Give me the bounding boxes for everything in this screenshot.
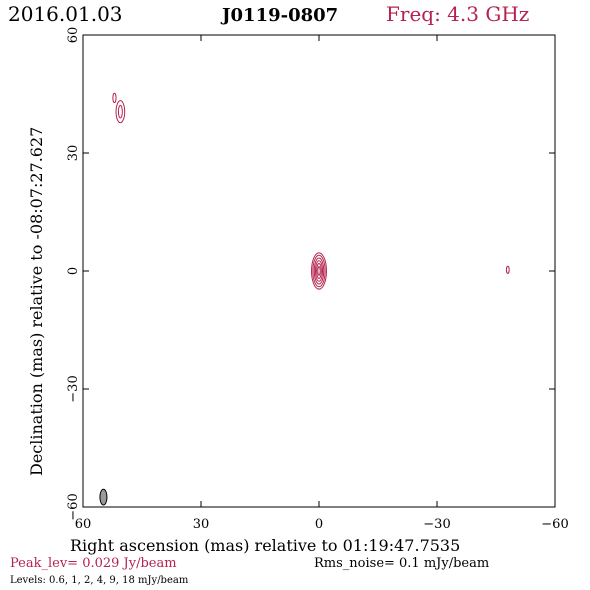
contour-ring bbox=[312, 254, 326, 288]
x-tick-label: −60 bbox=[541, 517, 568, 532]
y-tick-label: −30 bbox=[66, 375, 81, 402]
contour-ring bbox=[115, 100, 126, 124]
contour-ring bbox=[505, 265, 510, 274]
x-tick-label: 30 bbox=[193, 517, 210, 532]
plot-frame bbox=[82, 34, 556, 508]
observation-date: 2016.01.03 bbox=[8, 2, 123, 26]
contour-ring bbox=[112, 92, 117, 104]
frequency-label: Freq: 4.3 GHz bbox=[386, 2, 529, 26]
axis-ticks bbox=[82, 34, 556, 508]
beam-ellipse bbox=[99, 488, 108, 506]
contour-ring bbox=[314, 260, 324, 282]
x-tick-label: 0 bbox=[315, 517, 323, 532]
source-name: J0119-0807 bbox=[220, 5, 338, 26]
y-tick-label: 60 bbox=[66, 27, 81, 44]
contour-levels: Levels: 0.6, 1, 2, 4, 9, 18 mJy/beam bbox=[10, 575, 189, 586]
contour-ring bbox=[311, 252, 327, 290]
y-axis-label: Declination (mas) relative to -08:07:27.… bbox=[27, 127, 46, 476]
peak-level: Peak_lev= 0.029 Jy/beam bbox=[10, 556, 177, 571]
y-tick-label: 0 bbox=[66, 267, 81, 275]
tick-labels: 60 30 0 −30 −60 −60 −30 0 30 60 bbox=[66, 27, 569, 532]
y-tick-label: 30 bbox=[66, 145, 81, 162]
rms-noise: Rms_noise= 0.1 mJy/beam bbox=[314, 556, 489, 571]
x-axis-label: Right ascension (mas) relative to 01:19:… bbox=[70, 536, 460, 555]
y-tick-label: −60 bbox=[66, 493, 81, 520]
contour-ring bbox=[316, 263, 322, 279]
contour-ring bbox=[317, 266, 321, 276]
contour-layer bbox=[99, 92, 510, 506]
contour-ring bbox=[117, 104, 123, 119]
contour-ring bbox=[313, 257, 325, 285]
x-tick-label: −30 bbox=[423, 517, 450, 532]
x-tick-label: 60 bbox=[75, 517, 92, 532]
